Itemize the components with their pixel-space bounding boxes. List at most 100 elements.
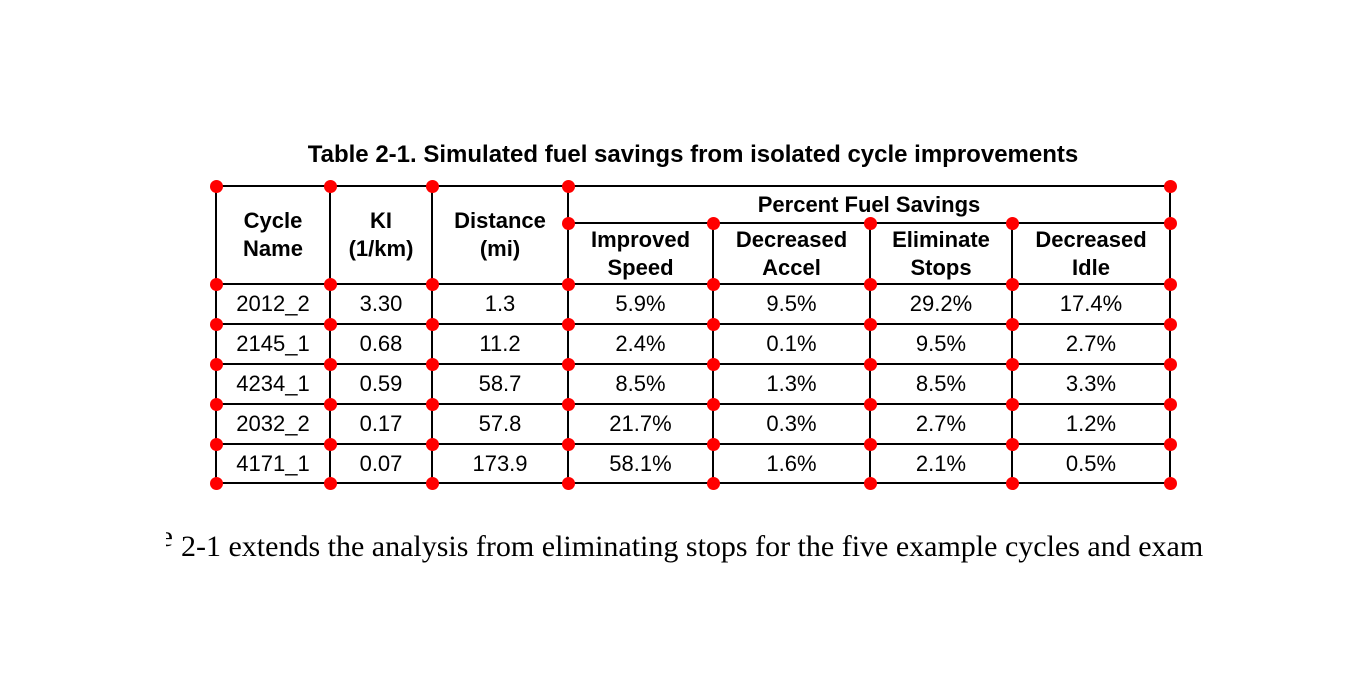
grid-marker-dot bbox=[426, 278, 439, 291]
table-cell: 1.6% bbox=[712, 443, 871, 484]
table-cell: 1.3% bbox=[712, 363, 871, 405]
header-row-sub: Improved Speed Decreased Accel Eliminate… bbox=[216, 222, 1171, 285]
grid-marker-dot bbox=[426, 398, 439, 411]
body-text-line: e 2-1 extends the analysis from eliminati… bbox=[166, 518, 1346, 566]
table-cell: 9.5% bbox=[869, 323, 1013, 365]
table-row: 2012_2 3.30 1.3 5.9% 9.5% 29.2% 17.4% bbox=[215, 283, 1171, 325]
table-cell: 3.3% bbox=[1011, 363, 1171, 405]
grid-marker-dot bbox=[210, 398, 223, 411]
grid-marker-dot bbox=[562, 438, 575, 451]
col-header-eliminate-stops: Eliminate Stops bbox=[869, 222, 1013, 285]
clipped-char: e bbox=[166, 520, 173, 553]
grid-marker-dot bbox=[864, 477, 877, 490]
table-cell: 0.07 bbox=[329, 443, 433, 484]
grid-marker-dot bbox=[1164, 180, 1177, 193]
grid-marker-dot bbox=[1164, 477, 1177, 490]
table-row: 4234_1 0.59 58.7 8.5% 1.3% 8.5% 3.3% bbox=[215, 363, 1171, 405]
grid-marker-dot bbox=[864, 438, 877, 451]
grid-marker-dot bbox=[1164, 318, 1177, 331]
table-cell: 2012_2 bbox=[215, 283, 331, 325]
grid-marker-dot bbox=[210, 180, 223, 193]
grid-marker-dot bbox=[426, 318, 439, 331]
table-cell: 5.9% bbox=[567, 283, 714, 325]
table-cell: 2.7% bbox=[1011, 323, 1171, 365]
table-cell: 17.4% bbox=[1011, 283, 1171, 325]
grid-marker-dot bbox=[707, 278, 720, 291]
grid-marker-dot bbox=[864, 398, 877, 411]
grid-marker-dot bbox=[864, 358, 877, 371]
table-cell: 0.17 bbox=[329, 403, 433, 445]
grid-marker-dot bbox=[707, 477, 720, 490]
col-header-cycle-name: Cycle Name bbox=[215, 185, 331, 285]
table-cell: 11.2 bbox=[431, 323, 569, 365]
table-cell: 58.7 bbox=[431, 363, 569, 405]
table-cell: 8.5% bbox=[567, 363, 714, 405]
grid-marker-dot bbox=[210, 477, 223, 490]
table-cell: 3.30 bbox=[329, 283, 433, 325]
grid-marker-dot bbox=[210, 278, 223, 291]
table-row: 2032_2 0.17 57.8 21.7% 0.3% 2.7% 1.2% bbox=[215, 403, 1171, 445]
grid-marker-dot bbox=[1164, 217, 1177, 230]
table-row: 4171_1 0.07 173.9 58.1% 1.6% 2.1% 0.5% bbox=[215, 443, 1171, 484]
table-cell: 8.5% bbox=[869, 363, 1013, 405]
grid-marker-dot bbox=[562, 217, 575, 230]
grid-marker-dot bbox=[562, 278, 575, 291]
grid-marker-dot bbox=[1006, 278, 1019, 291]
grid-marker-dot bbox=[1164, 398, 1177, 411]
table-cell: 0.1% bbox=[712, 323, 871, 365]
table-cell: 2145_1 bbox=[215, 323, 331, 365]
col-header-improved-speed: Improved Speed bbox=[567, 222, 714, 285]
grid-marker-dot bbox=[864, 217, 877, 230]
grid-marker-dot bbox=[562, 398, 575, 411]
grid-marker-dot bbox=[1164, 278, 1177, 291]
table-cell: 57.8 bbox=[431, 403, 569, 445]
grid-marker-dot bbox=[324, 180, 337, 193]
grid-marker-dot bbox=[562, 358, 575, 371]
grid-marker-dot bbox=[864, 278, 877, 291]
grid-marker-dot bbox=[562, 318, 575, 331]
table-cell: 4171_1 bbox=[215, 443, 331, 484]
grid-marker-dot bbox=[1164, 358, 1177, 371]
table-cell: 2.4% bbox=[567, 323, 714, 365]
grid-marker-dot bbox=[707, 358, 720, 371]
table-cell: 0.59 bbox=[329, 363, 433, 405]
grid-marker-dot bbox=[210, 358, 223, 371]
table-cell: 2.1% bbox=[869, 443, 1013, 484]
grid-marker-dot bbox=[324, 438, 337, 451]
table-cell: 21.7% bbox=[567, 403, 714, 445]
grid-marker-dot bbox=[324, 477, 337, 490]
grid-marker-dot bbox=[1164, 438, 1177, 451]
grid-marker-dot bbox=[1006, 398, 1019, 411]
header-row-top: Cycle Name KI (1/km) Distance (mi) Perce… bbox=[215, 185, 1171, 285]
grid-marker-dot bbox=[324, 398, 337, 411]
table-cell: 1.3 bbox=[431, 283, 569, 325]
grid-marker-dot bbox=[426, 180, 439, 193]
grid-marker-dot bbox=[1006, 477, 1019, 490]
table-cell: 1.2% bbox=[1011, 403, 1171, 445]
col-header-distance: Distance (mi) bbox=[431, 185, 569, 285]
caption-text: 2-1 extends the analysis from eliminatin… bbox=[181, 530, 1204, 563]
table-cell: 9.5% bbox=[712, 283, 871, 325]
grid-marker-dot bbox=[707, 398, 720, 411]
table-cell: 0.68 bbox=[329, 323, 433, 365]
table-cell: 173.9 bbox=[431, 443, 569, 484]
grid-marker-dot bbox=[707, 217, 720, 230]
grid-marker-dot bbox=[426, 358, 439, 371]
table-cell: 29.2% bbox=[869, 283, 1013, 325]
table-cell: 0.3% bbox=[712, 403, 871, 445]
table-cell: 2032_2 bbox=[215, 403, 331, 445]
col-header-decreased-accel: Decreased Accel bbox=[712, 222, 871, 285]
grid-marker-dot bbox=[1006, 318, 1019, 331]
grid-marker-dot bbox=[324, 318, 337, 331]
table-cell: 4234_1 bbox=[215, 363, 331, 405]
table-row: 2145_1 0.68 11.2 2.4% 0.1% 9.5% 2.7% bbox=[215, 323, 1171, 365]
grid-marker-dot bbox=[1006, 217, 1019, 230]
grid-marker-dot bbox=[324, 358, 337, 371]
grid-marker-dot bbox=[426, 438, 439, 451]
grid-marker-dot bbox=[562, 180, 575, 193]
grid-marker-dot bbox=[707, 438, 720, 451]
col-header-ki: KI (1/km) bbox=[329, 185, 433, 285]
table-cell: 58.1% bbox=[567, 443, 714, 484]
table-cell: 2.7% bbox=[869, 403, 1013, 445]
